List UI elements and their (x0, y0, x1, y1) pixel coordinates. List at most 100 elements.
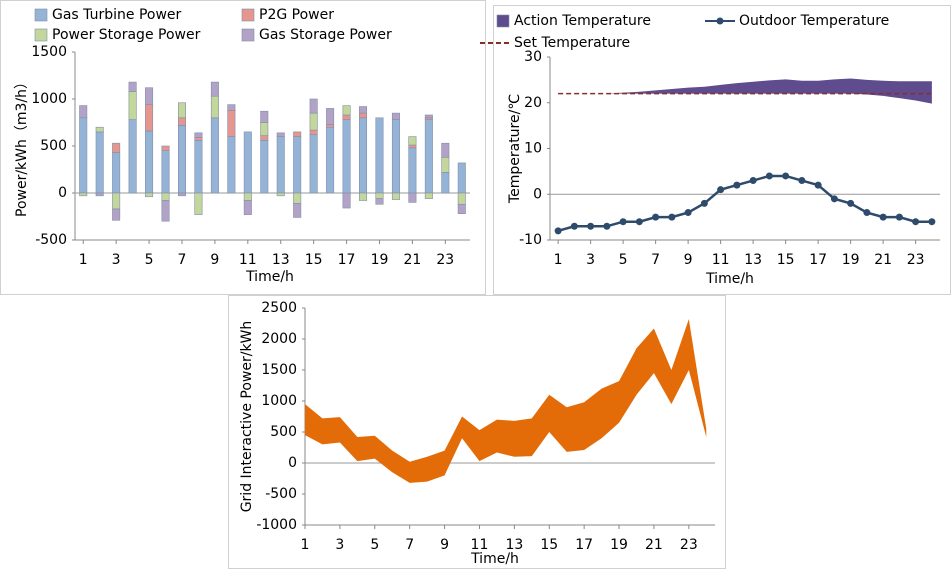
y-tick-label: -500 (265, 486, 297, 502)
bar-segment (276, 192, 285, 197)
bar-segment (424, 119, 433, 194)
bar-segment (95, 126, 104, 133)
x-tick-label: 7 (405, 537, 414, 553)
bar-segment (260, 110, 269, 123)
bar-segment (145, 104, 154, 132)
marker (619, 218, 627, 226)
bar-segment (95, 131, 104, 194)
bar-segment (457, 162, 466, 194)
legend-swatch (496, 14, 510, 28)
bar-segment (210, 81, 219, 97)
marker (912, 218, 920, 226)
bar-segment (161, 192, 170, 201)
x-tick-label: 7 (178, 252, 187, 268)
bar-segment (424, 192, 433, 199)
legend-label: Gas Storage Power (259, 27, 392, 43)
bar-segment (210, 95, 219, 119)
bar-segment (342, 105, 351, 116)
bar-segment (408, 136, 417, 146)
x-tick-label: 15 (777, 252, 795, 268)
x-tick-label: 3 (112, 252, 121, 268)
bar-segment (326, 126, 335, 194)
bar-segment (391, 112, 400, 120)
legend-swatch (34, 28, 48, 42)
marker (700, 199, 708, 207)
y-tick-label: 10 (524, 141, 542, 157)
bar-segment (391, 192, 400, 200)
marker (652, 213, 660, 221)
y-tick-label: -1000 (256, 517, 297, 533)
bar-segment (375, 192, 384, 199)
y-axis-label: Grid Interactive Power/kWh (239, 321, 255, 513)
bar-segment (128, 91, 137, 120)
x-tick-label: 3 (335, 537, 344, 553)
bar-segment (210, 117, 219, 194)
x-tick-label: 21 (874, 252, 892, 268)
x-tick-label: 11 (712, 252, 730, 268)
bar-segment (161, 200, 170, 222)
bar-segment (375, 117, 384, 194)
y-tick-label: 0 (288, 455, 297, 471)
marker (863, 209, 871, 217)
bar-segment (177, 125, 186, 194)
x-tick-label: 19 (610, 537, 628, 553)
bar-segment (342, 114, 351, 120)
bar-segment (194, 140, 203, 194)
x-tick-label: 5 (145, 252, 154, 268)
x-tick-label: 17 (338, 252, 356, 268)
marker (782, 172, 790, 180)
x-tick-label: 17 (575, 537, 593, 553)
marker (717, 186, 725, 194)
bar-segment (457, 203, 466, 214)
marker (830, 195, 838, 203)
bar-segment (79, 117, 88, 194)
x-tick-label: 1 (554, 252, 563, 268)
bar-segment (408, 192, 417, 203)
marker (847, 199, 855, 207)
bar-segment (112, 152, 121, 194)
bar-segment (309, 112, 318, 131)
bar-segment (128, 119, 137, 194)
bar-segment (276, 136, 285, 194)
y-tick-label: 1500 (261, 362, 297, 378)
bar-segment (293, 136, 302, 194)
bar-segment (177, 192, 186, 197)
x-tick-label: 23 (680, 537, 698, 553)
band (305, 319, 707, 483)
x-tick-label: 23 (436, 252, 454, 268)
bar-segment (112, 208, 121, 221)
legend-label: Gas Turbine Power (52, 7, 182, 23)
marker (765, 172, 773, 180)
marker (879, 213, 887, 221)
band (558, 78, 932, 104)
bar-segment (359, 192, 368, 201)
bar-segment (326, 108, 335, 125)
bar-segment (276, 132, 285, 137)
y-axis-label: Temperature/℃ (507, 94, 523, 204)
y-tick-label: 1000 (261, 393, 297, 409)
y-tick-label: 1500 (31, 44, 67, 60)
x-tick-label: 13 (744, 252, 762, 268)
bar-segment (243, 131, 252, 194)
x-tick-label: 9 (210, 252, 219, 268)
bar-segment (243, 192, 252, 201)
marker (554, 227, 562, 235)
y-tick-label: 2000 (261, 331, 297, 347)
legend-label: Power Storage Power (52, 27, 201, 43)
bar-segment (177, 117, 186, 126)
bar-segment (424, 114, 433, 119)
bar-segment (194, 132, 203, 138)
x-axis-label: Time/h (245, 269, 294, 285)
bar-segment (260, 135, 269, 141)
marker (587, 222, 595, 230)
bar-segment (260, 122, 269, 136)
x-tick-label: 1 (79, 252, 88, 268)
bar-segment (194, 192, 203, 215)
bar-segment (342, 119, 351, 194)
bar-segment (293, 131, 302, 137)
bar-segment (260, 140, 269, 194)
marker (895, 213, 903, 221)
x-tick-label: 1 (301, 537, 310, 553)
legend-label: P2G Power (259, 7, 334, 23)
bar-segment (309, 129, 318, 136)
